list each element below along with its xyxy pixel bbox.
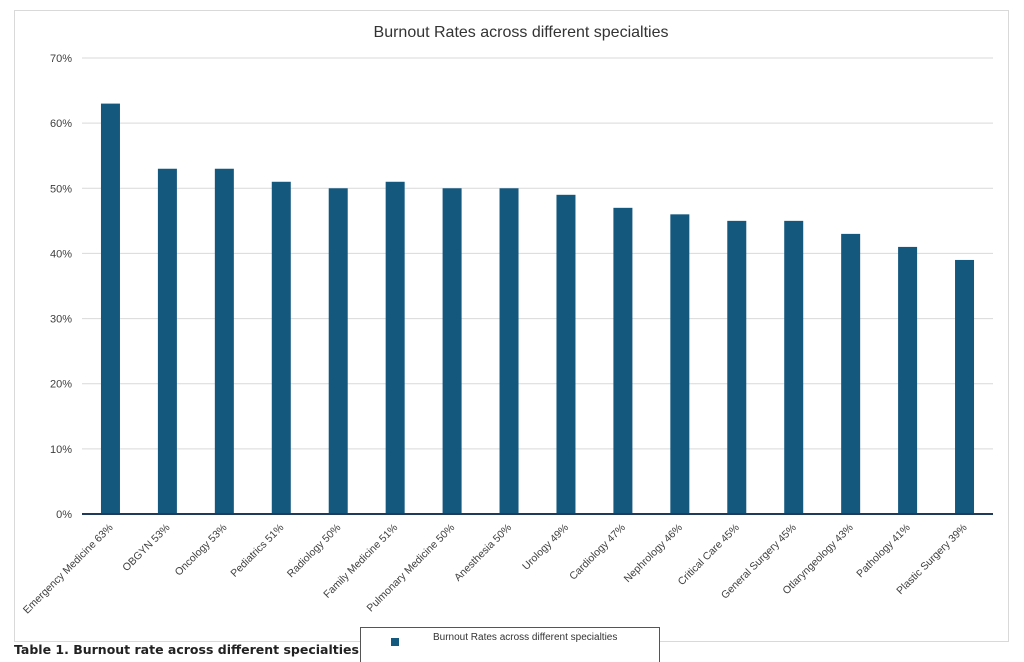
y-tick-label: 10% <box>50 444 72 456</box>
y-tick-label: 70% <box>50 53 72 65</box>
y-tick-label: 0% <box>56 509 72 521</box>
bar <box>499 188 519 515</box>
bar <box>841 233 861 514</box>
y-tick-label: 30% <box>50 314 72 326</box>
bar <box>955 259 975 514</box>
y-tick-label: 50% <box>50 183 72 195</box>
x-tick-label: Cardiology 47% <box>567 522 628 583</box>
bar <box>670 214 690 515</box>
x-tick-label: Emergency Medicine 63% <box>21 522 116 617</box>
x-tick-label: Anesthesia 50% <box>452 522 514 584</box>
bar <box>100 103 120 514</box>
legend-label: Burnout Rates across different specialti… <box>433 632 618 643</box>
x-tick-label: Oncology 53% <box>173 522 230 579</box>
x-tick-label: Nephrology 46% <box>622 522 685 585</box>
x-tick-label: Critical Care 45% <box>676 522 742 588</box>
bar <box>613 207 633 515</box>
bar <box>442 188 462 515</box>
legend: Burnout Rates across different specialti… <box>360 627 660 662</box>
y-tick-label: 20% <box>50 379 72 391</box>
x-tick-label: OBGYN 53% <box>120 522 172 574</box>
bar <box>157 168 177 514</box>
bar <box>727 220 747 514</box>
bar <box>214 168 234 514</box>
y-tick-label: 60% <box>50 118 72 130</box>
x-tick-label: Pediatrics 51% <box>228 522 286 580</box>
bar <box>328 188 348 515</box>
x-tick-label: Pathology 41% <box>854 522 912 580</box>
bar <box>898 246 918 514</box>
x-tick-label: Urology 49% <box>520 522 571 573</box>
bar <box>271 181 291 514</box>
bar <box>556 194 576 515</box>
bar <box>784 220 804 514</box>
bar <box>385 181 405 514</box>
chart-title: Burnout Rates across different specialti… <box>374 24 669 41</box>
x-tick-label: Radiology 50% <box>285 522 343 580</box>
legend-swatch <box>391 638 399 646</box>
figure-caption: Table 1. Burnout rate across different s… <box>14 642 359 657</box>
y-tick-label: 40% <box>50 248 72 260</box>
